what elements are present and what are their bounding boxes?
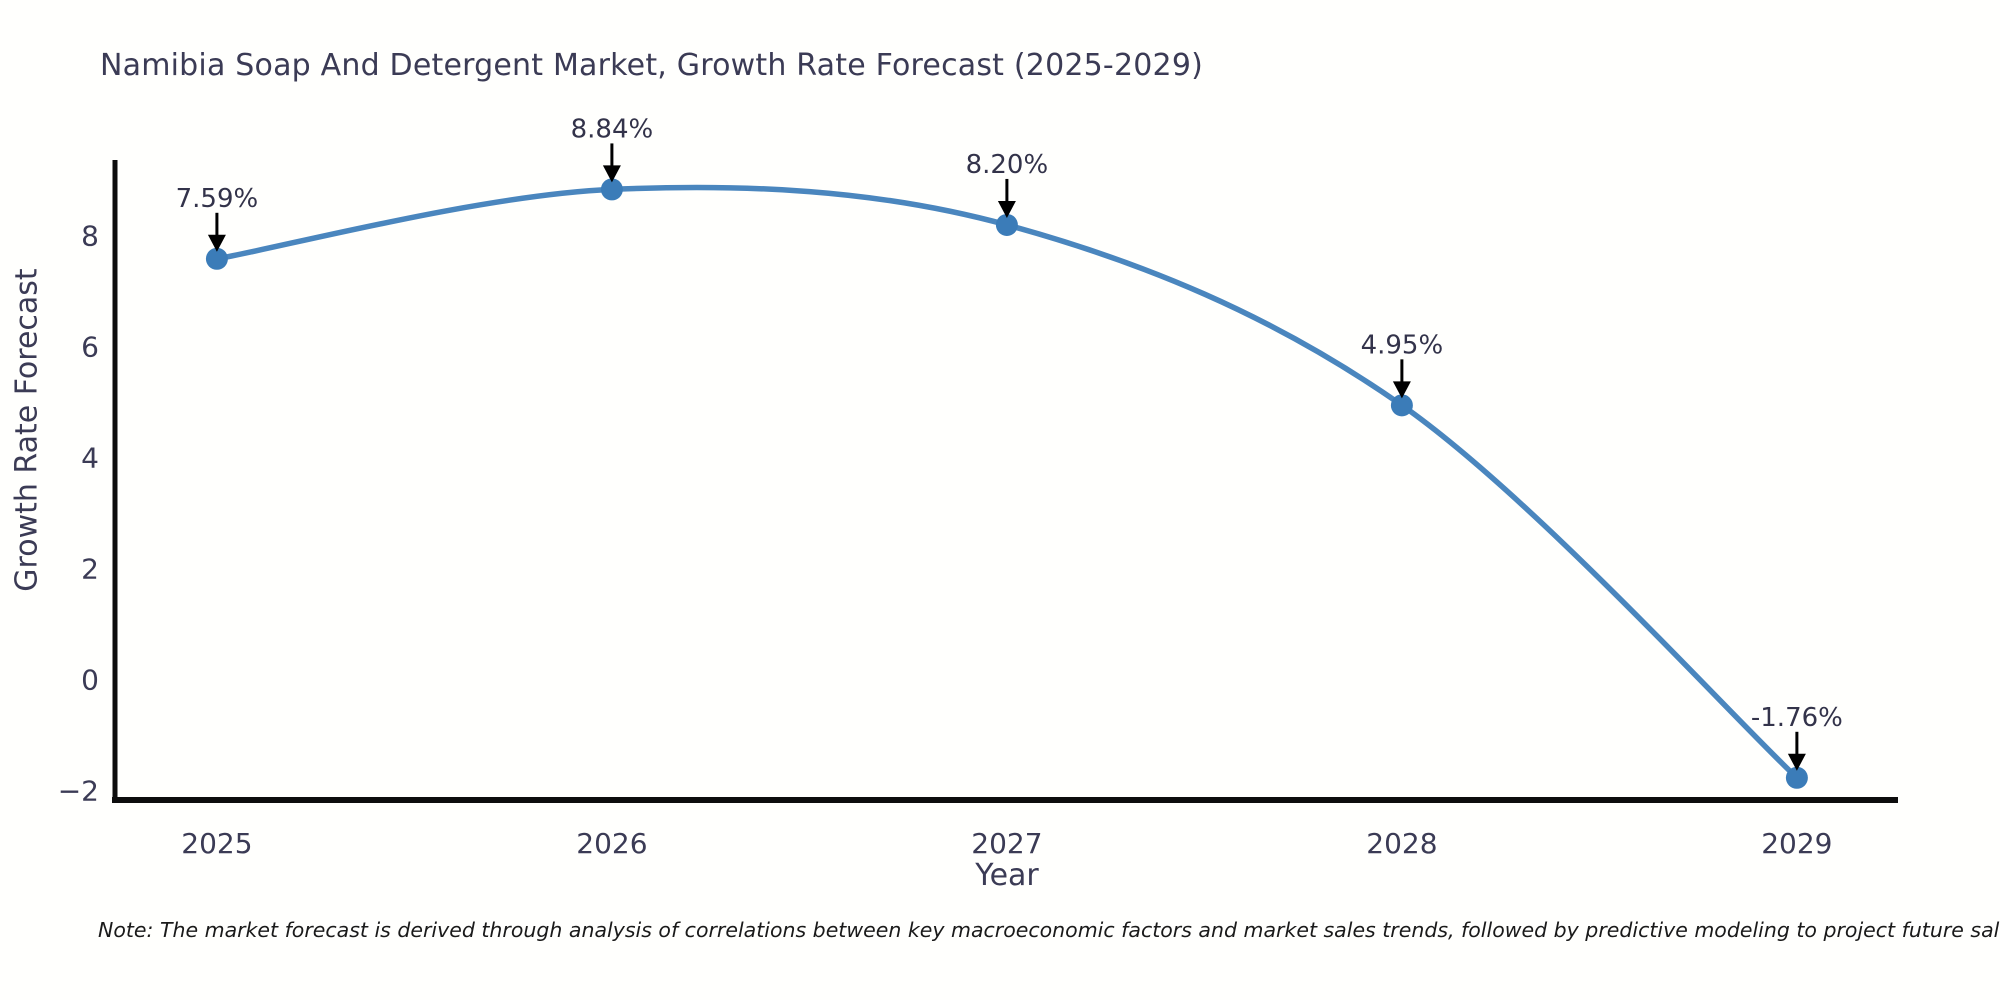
annotation-arrow-head-2027: [997, 200, 1016, 218]
annotation-arrow-head-2026: [602, 165, 621, 183]
chart-title: Namibia Soap And Detergent Market, Growt…: [100, 48, 1204, 83]
y-tick-label-8: 8: [81, 220, 99, 253]
annotation-arrow-head-2029: [1787, 753, 1806, 771]
annotation-arrow-head-2028: [1392, 381, 1411, 399]
footnote: Note: The market forecast is derived thr…: [98, 918, 2000, 942]
data-point-marker-2028: [1390, 394, 1413, 417]
x-tick-label-2027: 2027: [971, 827, 1042, 860]
x-tick-label-2028: 2028: [1366, 827, 1437, 860]
annotation-label-2027: 8.20%: [966, 150, 1049, 180]
data-point-marker-2026: [600, 178, 623, 201]
x-tick-label-2026: 2026: [576, 827, 647, 860]
data-point-marker-2027: [995, 213, 1018, 236]
y-tick-label--2: −2: [58, 775, 99, 808]
annotation-label-2026: 8.84%: [571, 114, 654, 144]
annotation-label-2028: 4.95%: [1361, 330, 1444, 360]
x-tick-label-2025: 2025: [181, 827, 252, 860]
annotation-label-2025: 7.59%: [176, 184, 259, 214]
annotation-label-2029: -1.76%: [1751, 703, 1843, 733]
x-axis-title: Year: [975, 858, 1039, 893]
y-tick-label-6: 6: [81, 331, 99, 364]
annotation-arrow-head-2025: [207, 234, 226, 252]
forecast-line: [214, 184, 1800, 781]
y-axis-title: Growth Rate Forecast: [9, 268, 45, 592]
y-tick-label-4: 4: [81, 442, 99, 475]
data-point-marker-2025: [205, 247, 228, 270]
y-tick-label-0: 0: [81, 664, 99, 697]
data-point-marker-2029: [1785, 766, 1808, 789]
y-tick-label-2: 2: [81, 553, 99, 586]
x-tick-label-2029: 2029: [1761, 827, 1832, 860]
